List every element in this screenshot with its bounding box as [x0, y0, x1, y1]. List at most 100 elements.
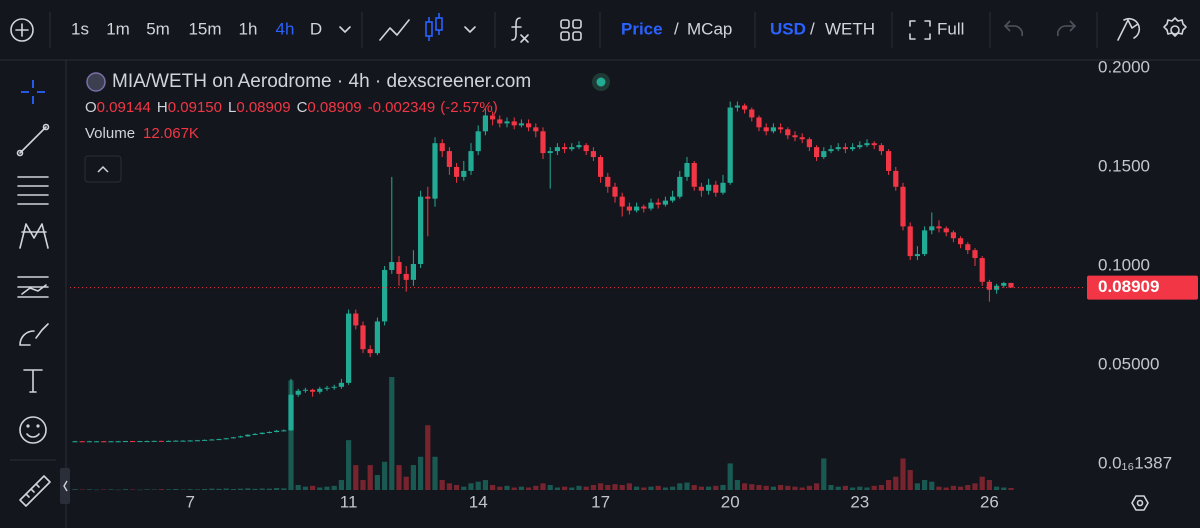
candle-body [799, 137, 805, 140]
add-button[interactable] [10, 18, 34, 42]
grid-icon [560, 19, 570, 29]
volume-bar [857, 486, 863, 490]
tool-icon [19, 416, 47, 444]
volume-bar [698, 486, 704, 490]
volume-bar [749, 484, 755, 490]
volume-bar [691, 485, 697, 490]
candle-body [576, 145, 582, 148]
candle-body [266, 431, 272, 433]
candle-body [245, 434, 251, 437]
volume-bar [396, 465, 402, 490]
ruler-tool[interactable] [19, 475, 51, 507]
candle-body [454, 166, 460, 177]
candle-body [698, 186, 704, 191]
candle-body [468, 151, 474, 171]
volume-bar [785, 485, 791, 490]
volume-bar [994, 486, 1000, 490]
fx-icon [511, 17, 529, 43]
interval-button[interactable]: 1h [239, 19, 258, 38]
trendline-tool[interactable] [16, 123, 50, 157]
fib-tool[interactable] [17, 176, 49, 205]
candle-body [338, 382, 344, 387]
volume-bar [281, 488, 287, 490]
volume-bar [936, 486, 942, 490]
candle-body [101, 441, 107, 443]
interval-button[interactable]: 1s [71, 19, 89, 38]
candle-body [223, 438, 229, 440]
mcap-toggle[interactable]: MCap [687, 19, 732, 38]
layout-button[interactable] [560, 19, 582, 41]
scale-settings-button[interactable] [1131, 495, 1149, 511]
legend-value: 0.09144 [97, 99, 151, 116]
volume-bar [929, 481, 935, 490]
volume-bar [965, 485, 971, 490]
usd-toggle[interactable]: USD [770, 19, 806, 38]
volume-bar [490, 485, 496, 490]
volume-bar [497, 486, 503, 490]
grid-icon [572, 31, 582, 41]
candle-body [295, 390, 301, 395]
candle-body [187, 440, 193, 442]
settings-button[interactable] [1163, 17, 1187, 37]
volume-bar [900, 458, 906, 490]
interval-dropdown[interactable] [339, 26, 351, 33]
text-tool[interactable] [23, 369, 43, 393]
volume-bar [684, 482, 690, 490]
redo-button[interactable] [1056, 20, 1077, 37]
left-toolbar [10, 60, 70, 528]
emoji-tool[interactable] [19, 416, 47, 444]
fullscreen-icon [909, 20, 931, 40]
tool-icon [26, 424, 30, 428]
y-tick-label: 0.1500 [1098, 156, 1150, 175]
x-tick-label: 11 [340, 492, 358, 511]
price-toggle[interactable]: Price [621, 19, 663, 38]
candle-body [259, 432, 265, 434]
volume-bar [1008, 487, 1014, 490]
candle-body [482, 115, 488, 132]
legend-key: C [297, 99, 308, 116]
crosshair-tool[interactable] [21, 80, 45, 104]
candle-body [684, 162, 690, 177]
volume-bar [346, 440, 352, 490]
candle-body [108, 441, 114, 443]
weth-toggle[interactable]: WETH [825, 19, 875, 38]
line-chart-button[interactable] [379, 19, 410, 41]
candle-body [360, 325, 366, 350]
chart-type-dropdown[interactable] [464, 26, 476, 33]
collapse-tab[interactable] [60, 468, 70, 504]
interval-button[interactable]: 5m [146, 19, 170, 38]
candle-body [590, 151, 596, 158]
volume-bar [295, 485, 301, 490]
volume-bar [821, 458, 827, 490]
interval-button[interactable]: 1m [106, 19, 130, 38]
volume-bar [619, 485, 625, 490]
candle-body [907, 226, 913, 257]
volume-bar [511, 487, 517, 490]
interval-button[interactable]: 4h [276, 19, 295, 38]
volume-bar [274, 488, 280, 490]
volume-bar [922, 480, 928, 490]
candle-body [382, 269, 388, 322]
collapse-legend-button[interactable] [84, 155, 122, 183]
candle-body [475, 131, 481, 152]
pattern-tool[interactable] [19, 223, 49, 249]
interval-button[interactable]: 15m [188, 19, 221, 38]
candle-body [86, 441, 92, 443]
candle-body [670, 196, 676, 201]
candle-body [720, 182, 726, 193]
fullscreen-button[interactable]: Full [909, 19, 964, 40]
candle-body [432, 143, 438, 199]
volume-bar [302, 486, 308, 490]
candle-body [367, 349, 373, 354]
brush-tool[interactable] [19, 323, 49, 346]
prediction-tool[interactable] [17, 276, 49, 298]
volume-bar [547, 485, 553, 490]
volume-bar [778, 485, 784, 490]
volume-bar [835, 486, 841, 490]
undo-button[interactable] [1003, 20, 1024, 37]
candle-chart-button[interactable] [425, 13, 443, 41]
indicators-button[interactable] [511, 17, 529, 43]
interval-button[interactable]: D [310, 19, 322, 38]
candle-body [986, 281, 992, 290]
alert-button[interactable] [1117, 17, 1141, 41]
